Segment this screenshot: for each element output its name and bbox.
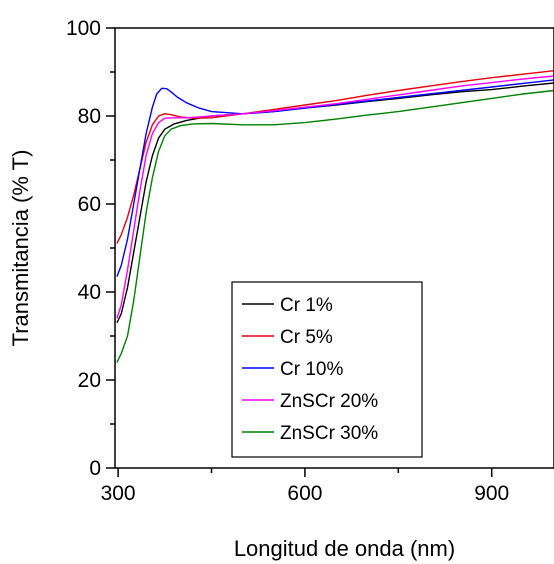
y-tick-label: 20 xyxy=(78,369,101,392)
x-axis-label: Longitud de onda (nm) xyxy=(234,536,455,561)
y-tick-label: 40 xyxy=(78,281,101,304)
legend-label-5: ZnSCr 30% xyxy=(280,423,378,444)
y-axis-ticks: 0 20 40 60 80 100 xyxy=(66,17,115,480)
legend-label-3: Cr 10% xyxy=(280,359,343,380)
y-tick-label: 80 xyxy=(78,105,101,128)
legend-label-1: Cr 1% xyxy=(280,295,333,316)
legend-label-2: Cr 5% xyxy=(280,327,333,348)
legend-box xyxy=(231,281,423,458)
y-tick-label: 100 xyxy=(66,17,101,40)
series-line-3 xyxy=(116,79,554,277)
y-tick-label: 60 xyxy=(78,193,101,216)
legend-label-4: ZnSCr 20% xyxy=(280,391,378,412)
legend: Cr 1% Cr 5% Cr 10% ZnSCr 20% ZnSCr 30% xyxy=(231,281,423,458)
x-axis-ticks: 300 600 900 xyxy=(101,468,509,505)
x-tick-label: 900 xyxy=(474,482,509,505)
x-tick-label: 300 xyxy=(101,482,136,505)
y-tick-label: 0 xyxy=(89,457,101,480)
series-layer xyxy=(116,70,554,363)
series-line-2 xyxy=(116,70,554,244)
x-tick-label: 600 xyxy=(287,482,322,505)
y-axis-label: Transmitancia (% T) xyxy=(8,150,33,347)
series-line-4 xyxy=(116,75,554,319)
series-line-5 xyxy=(116,89,554,363)
